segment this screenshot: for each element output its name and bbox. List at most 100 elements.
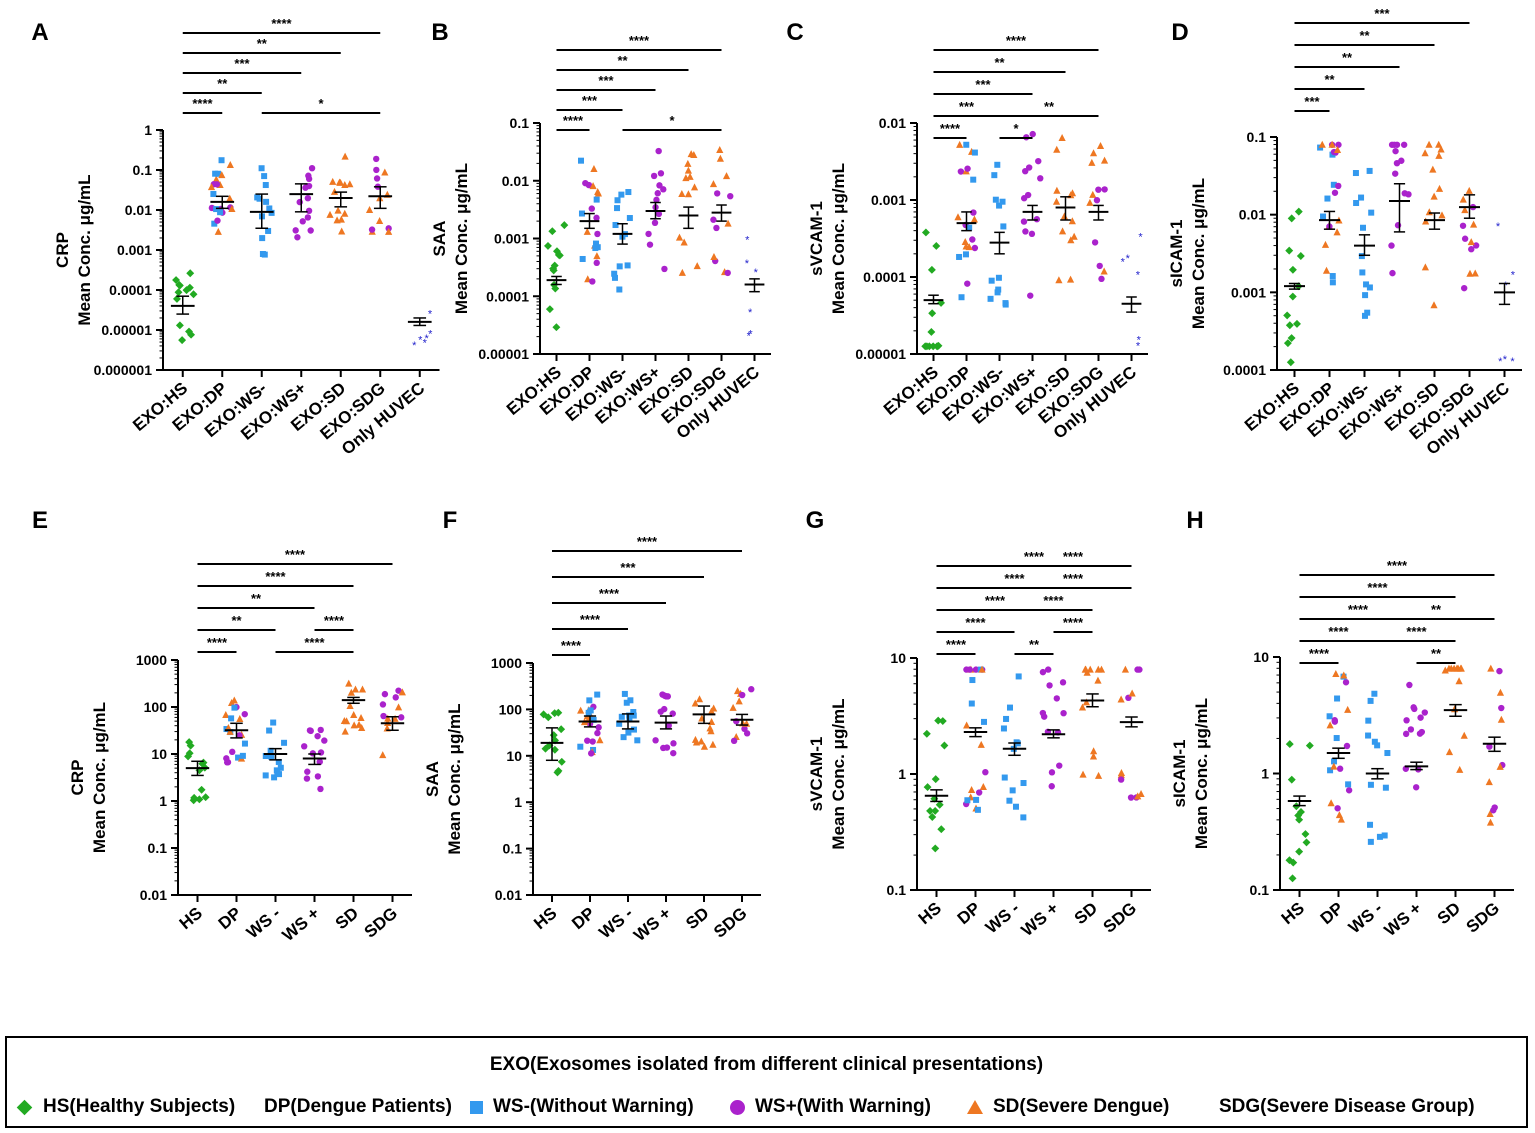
data-point: [1453, 664, 1461, 672]
data-point: [1328, 140, 1336, 148]
data-point: [270, 719, 277, 726]
data-point: [306, 727, 314, 734]
data-point: [982, 768, 989, 776]
data-point: [1407, 726, 1415, 733]
data-point: [1367, 697, 1374, 704]
y-tick-label: 0.0001: [863, 269, 906, 285]
data-point: [1331, 718, 1339, 725]
data-point: [1015, 673, 1022, 680]
data-point: [627, 697, 634, 704]
data-point: [229, 748, 236, 756]
data-point: [317, 785, 324, 793]
data-point: [1461, 206, 1469, 214]
legend-label: WS+(With Warning): [755, 1096, 931, 1117]
data-point: [996, 202, 1003, 209]
data-point: [545, 305, 554, 314]
y-tick-label: 10: [151, 746, 167, 762]
x-tick-label: SD: [332, 904, 362, 934]
y-tick-label: 1: [159, 793, 167, 809]
data-point: [678, 189, 686, 197]
data-point: [970, 176, 977, 183]
data-point: [305, 172, 312, 179]
x-tick-label: HS: [1278, 899, 1308, 929]
y-tick-label: 1000: [136, 652, 167, 668]
data-point: [267, 747, 274, 754]
data-point: [185, 283, 194, 292]
y-tick-label: 1: [1261, 766, 1269, 782]
data-point: [588, 205, 595, 212]
data-point: [1382, 784, 1389, 791]
data-point: [589, 278, 596, 285]
data-point: [1435, 140, 1443, 148]
data-point: [340, 716, 348, 724]
data-point: [1066, 275, 1075, 283]
data-point: [1082, 665, 1090, 673]
data-point: [1330, 181, 1337, 188]
data-point: [210, 190, 217, 197]
data-point: [1366, 167, 1373, 174]
data-point: [1359, 269, 1366, 276]
data-point: [1000, 223, 1007, 230]
data-point: [978, 665, 986, 673]
data-point: [554, 250, 563, 259]
data-point: [1053, 145, 1061, 153]
data-point: [710, 252, 718, 260]
data-point: [963, 721, 971, 729]
data-point: [1472, 242, 1480, 249]
data-point: [663, 744, 671, 751]
data-point: [1381, 832, 1388, 839]
y-tick-label: 0.1: [133, 162, 153, 178]
data-point: [1371, 690, 1378, 697]
data-point: [684, 190, 693, 198]
significance-label: ****: [985, 593, 1006, 608]
data-point: [1096, 262, 1103, 270]
data-point: [1329, 279, 1336, 286]
data-point: [303, 775, 311, 782]
legend-item-dp: DP(Dengue Patients): [264, 1096, 452, 1118]
data-point: [616, 720, 623, 727]
data-point: [268, 753, 275, 760]
data-point: [1094, 665, 1102, 673]
data-point: [1340, 671, 1348, 679]
data-point: [686, 172, 694, 180]
y-tick-label: 0.001: [871, 192, 906, 208]
data-point: [654, 190, 661, 197]
data-point: [1468, 246, 1475, 253]
data-point: *: [1126, 253, 1131, 265]
data-point: [584, 737, 591, 744]
data-point: [693, 262, 701, 270]
significance-label: **: [994, 55, 1005, 70]
data-point: [927, 327, 936, 336]
data-point: [346, 701, 354, 709]
data-point: *: [428, 329, 433, 341]
chart-panel-c: C 0.01 0.001 0.0001 0.00001 sVCAM-1 Mean Conc.…: [786, 19, 1148, 443]
data-point: [560, 221, 569, 230]
data-point: [292, 227, 299, 234]
data-point: [1374, 742, 1381, 749]
significance-label: ****: [1043, 593, 1064, 608]
data-point: [256, 195, 263, 202]
data-point: [1020, 814, 1027, 821]
significance-label: ****: [1006, 33, 1027, 48]
data-point: [582, 179, 589, 187]
chart-panel-a: A 1 0.1 0.01 0.001 0.0001 0.00001 0.000001 CRP Me…: [31, 16, 440, 459]
data-point: [675, 233, 684, 241]
y-tick-label: 0.1: [503, 841, 523, 857]
y-tick-label: 0.001: [494, 231, 529, 247]
data-point: [373, 166, 380, 174]
data-point: [1012, 803, 1019, 810]
y-tick-label: 10: [506, 748, 522, 764]
data-point: [1117, 695, 1125, 703]
significance-label: **: [217, 76, 228, 91]
data-point: [1059, 679, 1067, 686]
panel-letter: E: [32, 507, 48, 534]
data-point: [217, 209, 224, 216]
data-point: [271, 774, 278, 781]
data-point: [1342, 679, 1350, 686]
data-point: [213, 181, 221, 188]
data-point: [1389, 269, 1396, 277]
data-point: [593, 214, 600, 222]
data-point: [645, 230, 652, 238]
data-point: [281, 739, 288, 746]
data-point: [1398, 157, 1405, 164]
